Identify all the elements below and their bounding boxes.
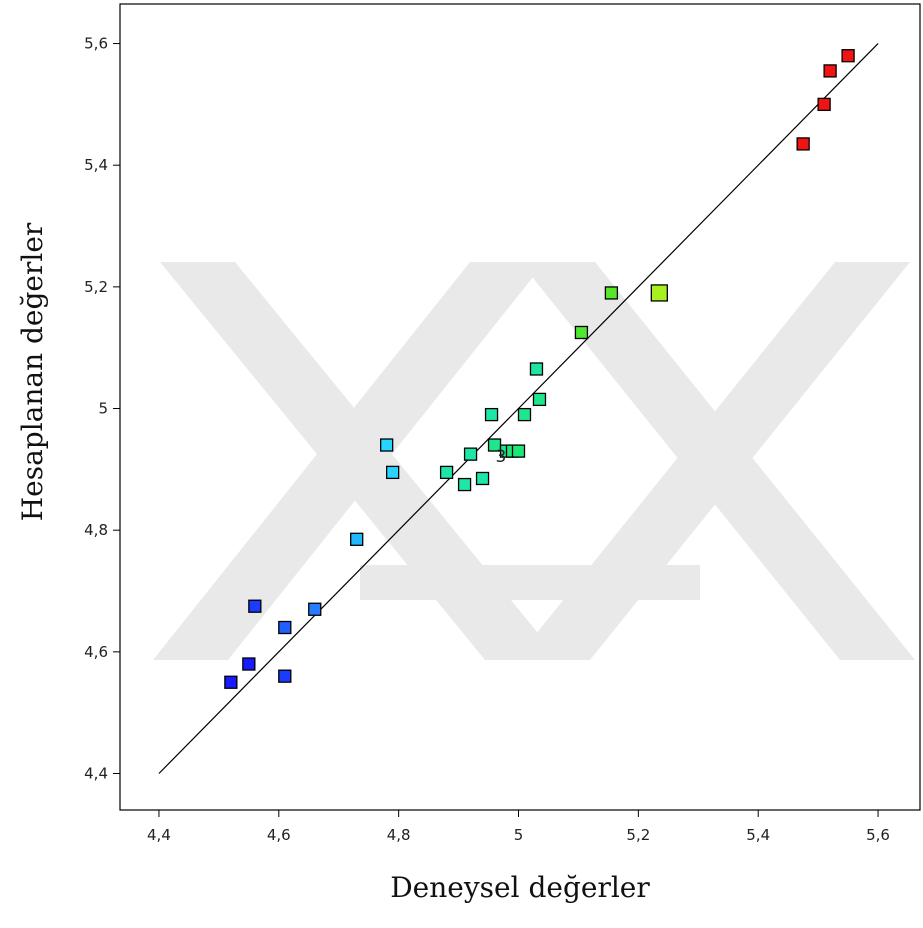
- data-point: [532, 392, 547, 407]
- y-tick-label: 5,6: [84, 35, 108, 53]
- data-point: [517, 407, 532, 422]
- y-tick-label: 5,4: [84, 156, 108, 174]
- x-tick-label: 4,8: [387, 826, 411, 844]
- data-point: [484, 407, 499, 422]
- point-annotations: 3: [496, 447, 507, 467]
- data-point: [817, 97, 831, 112]
- data-point: [475, 471, 490, 486]
- data-point: [463, 447, 478, 461]
- x-axis-title: Deneysel değerler: [390, 871, 650, 904]
- y-tick-label: 4,4: [84, 765, 108, 783]
- data-point: [248, 599, 262, 613]
- data-point: [650, 284, 668, 302]
- data-point: [242, 657, 256, 671]
- x-tick-label: 4,4: [147, 826, 171, 844]
- point-count-label: 3: [496, 447, 507, 467]
- data-point: [386, 465, 400, 480]
- data-point: [823, 64, 837, 78]
- x-tick-label: 4,6: [267, 826, 291, 844]
- x-tick-label: 5,2: [626, 826, 650, 844]
- y-axis-title: Hesaplanan değerler: [16, 222, 49, 521]
- data-point: [574, 325, 589, 340]
- data-point: [796, 137, 810, 151]
- y-tick-label: 5,2: [84, 278, 108, 296]
- y-tick-label: 4,8: [84, 521, 108, 539]
- data-point: [529, 362, 544, 376]
- data-point: [457, 477, 472, 492]
- y-axis: 4,4 4,6 4,8 5 5,2 5,4 5,6: [84, 35, 120, 783]
- watermark-logo: [153, 262, 915, 660]
- data-point: [224, 675, 238, 689]
- y-tick-label: 4,6: [84, 643, 108, 661]
- y-tick-label: 5: [98, 400, 108, 418]
- plot-frame: [119, 3, 921, 811]
- data-point: [278, 620, 292, 635]
- data-point: [308, 602, 322, 616]
- data-point: [350, 532, 364, 546]
- x-tick-label: 5: [514, 826, 524, 844]
- data-point: [380, 438, 394, 452]
- x-axis: 4,4 4,6 4,8 5 5,2 5,4 5,6: [147, 810, 890, 844]
- data-point: [439, 465, 454, 480]
- x-tick-label: 5,4: [746, 826, 770, 844]
- data-points: [224, 49, 855, 689]
- x-tick-label: 5,6: [866, 826, 890, 844]
- data-point: [604, 286, 619, 300]
- data-point: [841, 49, 855, 63]
- data-point: [278, 669, 292, 683]
- data-point: [511, 444, 526, 458]
